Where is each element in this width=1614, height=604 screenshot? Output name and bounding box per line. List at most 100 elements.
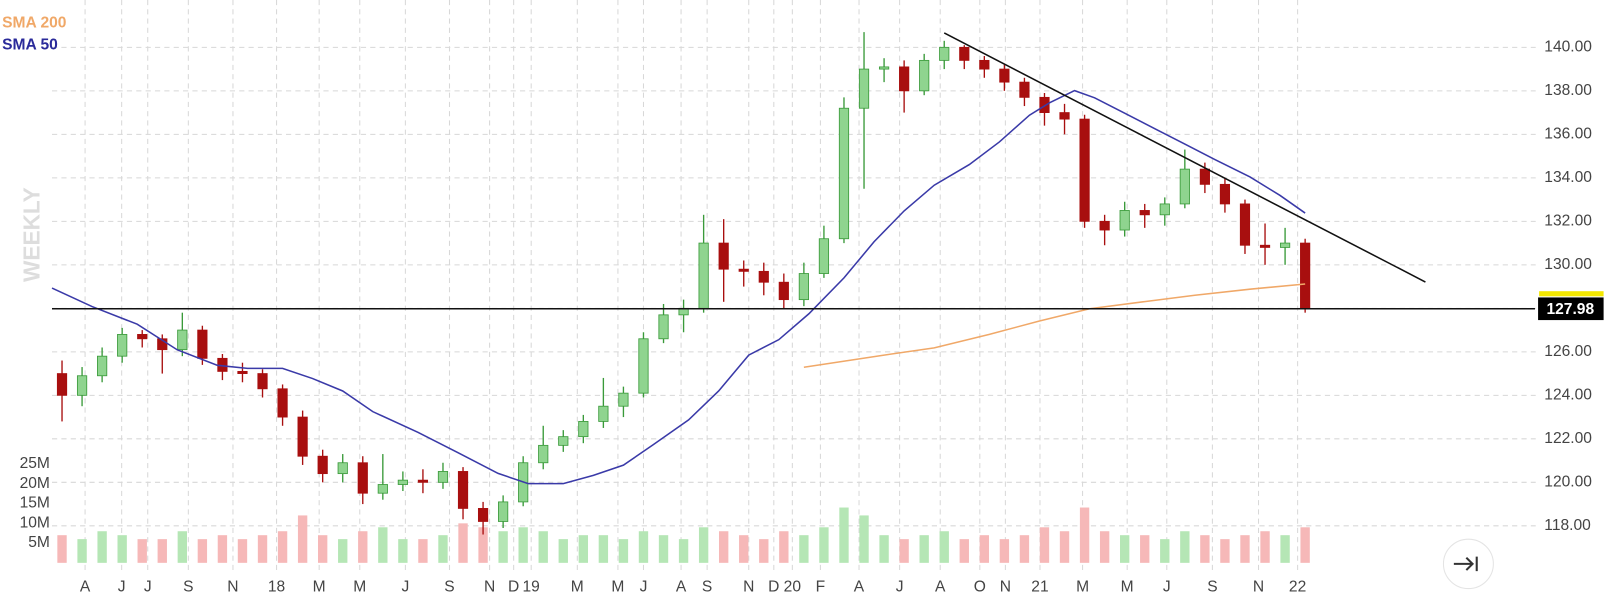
y-tick-label: 122.00 (1544, 430, 1592, 447)
candle-body (899, 66, 910, 92)
volume-bar (418, 539, 428, 563)
volume-bar (1059, 531, 1070, 563)
candle-body (498, 501, 509, 522)
period-watermark: WEEKLY (18, 187, 44, 282)
volume-bar (1079, 507, 1090, 563)
candle-body (658, 314, 669, 340)
volume-bar (97, 531, 107, 563)
candle-body (1139, 210, 1150, 216)
volume-bar (358, 531, 368, 563)
candle-body (1159, 203, 1170, 216)
x-tick-label: M (611, 579, 624, 596)
candle-body (417, 479, 429, 483)
candle-body (578, 421, 589, 438)
volume-bar (237, 539, 248, 563)
volume-bar (799, 535, 809, 563)
candle-body (838, 107, 850, 240)
y-tick-label: 126.00 (1544, 343, 1592, 360)
candle-body (638, 338, 649, 394)
candle-body (297, 416, 308, 457)
x-tick-label: A (676, 579, 687, 596)
volume-bar (57, 535, 67, 563)
candle-body (317, 455, 328, 475)
volume-bar (297, 515, 308, 563)
candle-body (758, 270, 769, 283)
volume-bar (1140, 535, 1150, 563)
candle-body (397, 479, 408, 485)
volume-bar (458, 523, 468, 563)
candle-body (798, 273, 809, 301)
candle-body (157, 338, 168, 351)
x-tick-label: F (816, 579, 826, 596)
candle-body (718, 242, 729, 270)
x-tick-label: N (1000, 579, 1011, 596)
price-marker-accent (1539, 291, 1604, 297)
volume-tick-label: 5M (28, 534, 50, 551)
volume-bar (718, 531, 729, 563)
x-tick-label: J (118, 579, 126, 596)
x-tick-label: S (444, 579, 454, 596)
grid (51, 0, 1536, 572)
candle-body (1019, 81, 1030, 98)
volume-bar (277, 531, 288, 563)
marks (51, 32, 1535, 535)
candle-body (277, 388, 288, 418)
candle-body (377, 484, 388, 494)
volume-bar (1120, 535, 1130, 563)
candle-body (959, 46, 970, 61)
x-tick-label: S (183, 579, 193, 596)
volume-bar (658, 535, 669, 563)
x-tick-label: J (1163, 579, 1171, 596)
volume-bar (338, 539, 348, 563)
candle-body (538, 444, 549, 464)
volume-bar (1240, 535, 1250, 563)
volume-bar (117, 535, 127, 563)
y-tick-label: 124.00 (1544, 386, 1592, 403)
volume-tick-label: 25M (20, 455, 50, 472)
x-tick-label: A (935, 579, 946, 596)
volume-bar (779, 531, 789, 563)
volume-bar (1019, 535, 1030, 563)
candle-body (97, 355, 108, 377)
volume (57, 507, 1310, 563)
x-tick-label: J (401, 579, 409, 596)
volume-bar (538, 531, 548, 563)
volume-bar (317, 535, 328, 563)
volume-bar (137, 539, 147, 563)
volume-bar (217, 535, 228, 563)
volume-bar (919, 535, 929, 563)
candle-body (357, 462, 368, 494)
scroll-button[interactable] (1442, 538, 1494, 590)
candle-body (1239, 203, 1251, 246)
y-tick-label: 120.00 (1544, 473, 1592, 490)
volume-bar (578, 535, 589, 563)
volume-bar (638, 531, 649, 563)
candle-body (939, 46, 950, 61)
last-price-label: 127.98 (1546, 301, 1594, 318)
x-tick-label: M (571, 579, 584, 596)
candle-body (56, 373, 68, 396)
y-tick-label: 118.00 (1544, 517, 1591, 534)
candle-body (237, 370, 248, 374)
y-tick-label: 140.00 (1544, 38, 1592, 55)
volume-bar (819, 527, 829, 563)
candle-body (1199, 168, 1210, 185)
volume-bar (1160, 539, 1170, 563)
sma-line (51, 89, 1306, 485)
x-tick-label: 18 (268, 579, 285, 596)
candle-body (979, 59, 990, 70)
candle-body (1079, 118, 1090, 222)
volume-bar (558, 539, 568, 563)
volume-bar (1220, 539, 1230, 563)
candle-body (698, 242, 709, 309)
candle-body (858, 68, 870, 109)
y-tick-label: 130.00 (1544, 256, 1592, 273)
candle-body (618, 392, 629, 407)
volume-bar (598, 535, 609, 563)
candle-body (999, 68, 1010, 83)
candle-body (778, 281, 789, 301)
x-tick-label: J (640, 579, 648, 596)
x-tick-label: M (313, 579, 326, 596)
candle-body (257, 373, 268, 390)
